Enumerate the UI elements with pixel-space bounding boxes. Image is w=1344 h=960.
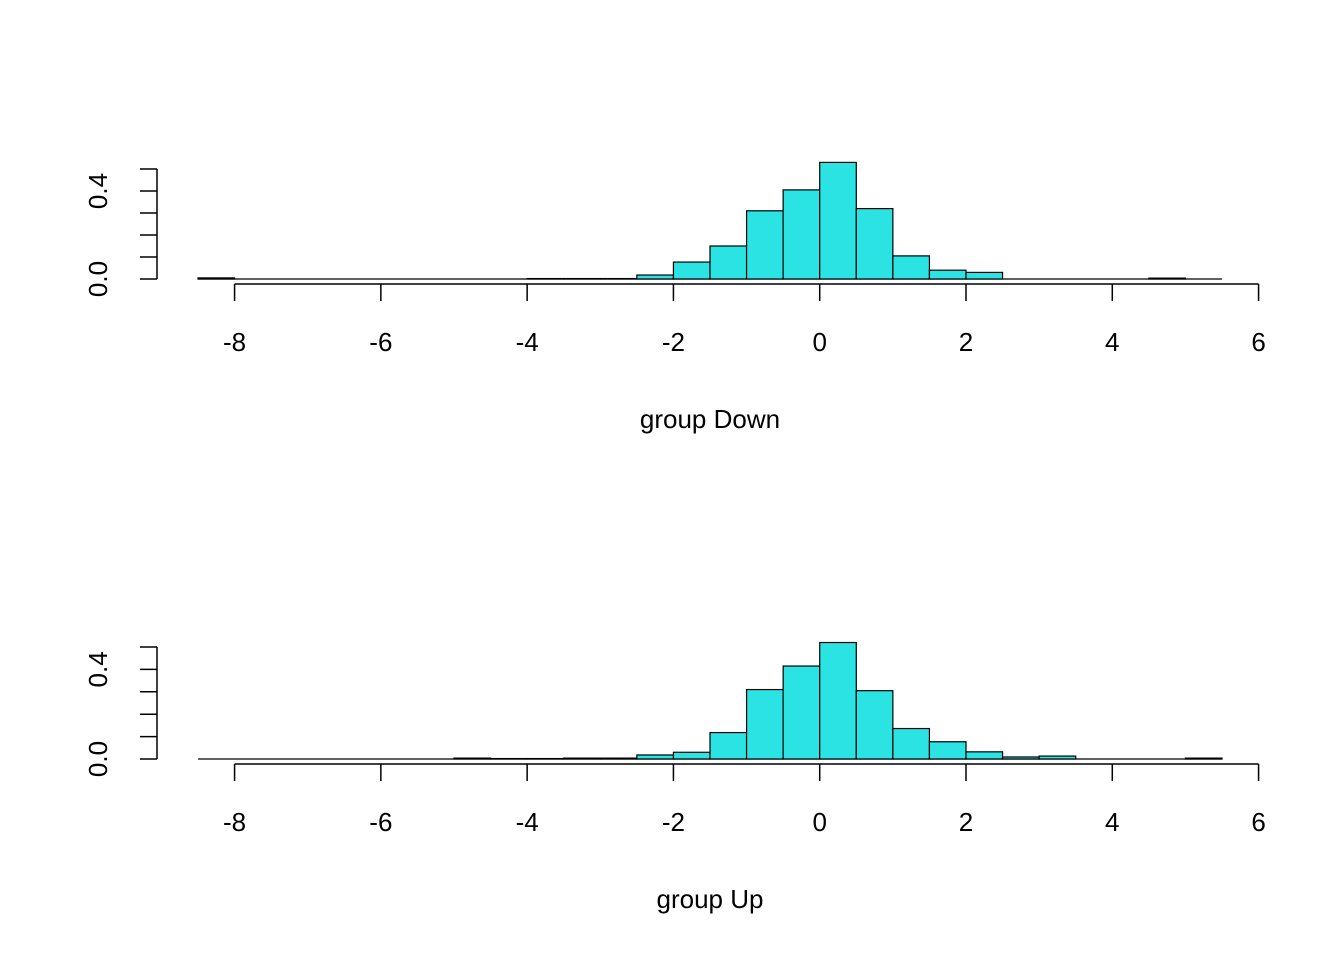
x-tick-label: 2 [959,807,973,837]
bar [928,269,967,280]
bar [855,690,894,760]
bar [819,161,857,280]
x-tick-label: -8 [223,807,246,837]
bar [1001,756,1040,760]
bar [453,757,492,760]
bar [636,754,675,760]
bar [563,757,601,760]
bar [965,751,1004,760]
bar [819,641,857,760]
bar [599,757,638,760]
y-tick-label: 0.4 [83,651,113,687]
bar [709,731,748,760]
bar [782,665,821,760]
bar [745,210,784,280]
y-tick-label: 0.0 [83,741,113,777]
bar [197,277,236,280]
x-axis-label: group Down [640,404,780,434]
x-tick-label: 2 [959,327,973,357]
bar [892,255,931,280]
bar [709,245,748,280]
bar [1038,755,1077,760]
x-tick-label: -6 [369,807,392,837]
bar [855,208,894,280]
bar [965,271,1004,280]
y-tick-label: 0.0 [83,261,113,297]
x-tick-label: 0 [812,807,826,837]
x-tick-label: 4 [1105,807,1119,837]
x-tick-label: -6 [369,327,392,357]
x-tick-label: -2 [662,807,685,837]
bar [672,261,711,280]
x-tick-label: 6 [1251,327,1265,357]
bar [782,189,821,280]
bar [1184,757,1223,760]
x-tick-label: 4 [1105,327,1119,357]
bar [745,688,784,760]
bar [636,274,675,280]
y-tick-label: 0.4 [83,173,113,209]
x-tick-label: -2 [662,327,685,357]
x-tick-label: 6 [1251,807,1265,837]
bar [892,727,931,760]
x-tick-label: 0 [812,327,826,357]
bar [1148,277,1187,280]
bar [672,751,711,760]
x-axis-label: group Up [657,884,764,914]
x-tick-label: -8 [223,327,246,357]
x-tick-label: -4 [516,807,539,837]
bar [928,741,967,760]
x-tick-label: -4 [516,327,539,357]
